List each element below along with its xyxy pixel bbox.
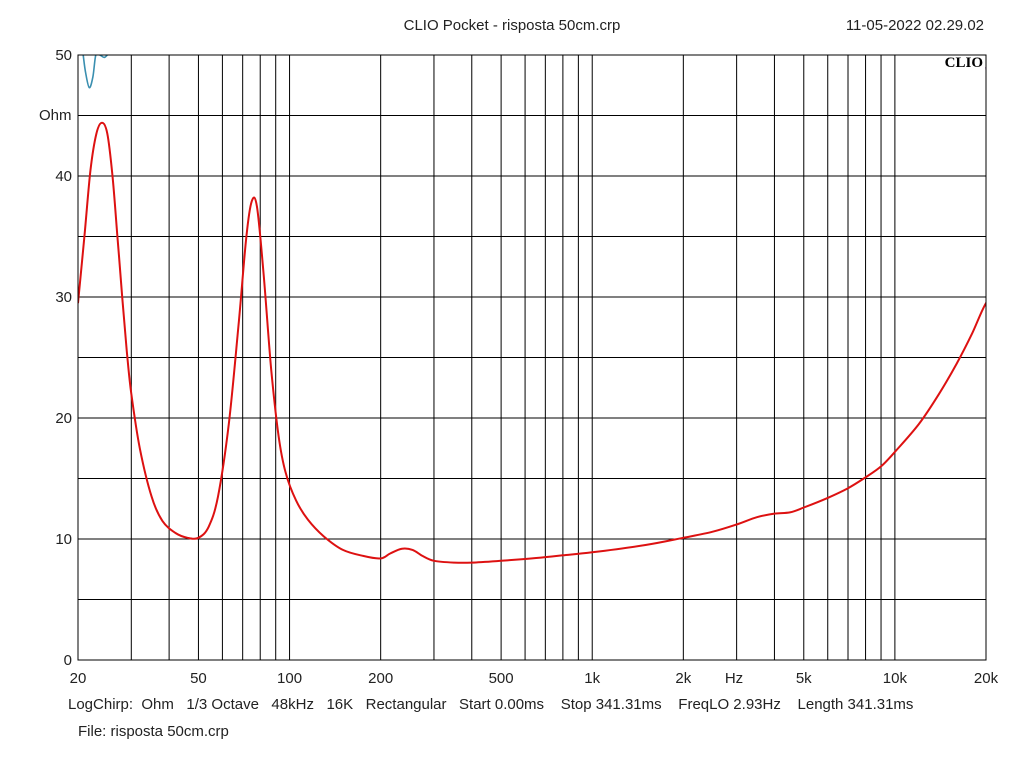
chart-title: CLIO Pocket - risposta 50cm.crp <box>403 17 621 34</box>
x-tick-label: 1k <box>584 670 600 687</box>
phase_right-curve <box>985 67 986 76</box>
x-tick-label: 50 <box>190 670 207 687</box>
x-tick-label: 20 <box>70 670 87 687</box>
y-tick-label: 50 <box>55 47 72 64</box>
x-tick-label: 500 <box>489 670 514 687</box>
measurement-settings: LogChirp: Ohm 1/3 Octave 48kHz 16K Recta… <box>68 696 914 713</box>
chart-timestamp: 11-05-2022 02.29.02 <box>845 17 984 34</box>
phase_left-curve <box>82 55 108 89</box>
y-tick-label: 0 <box>64 652 72 669</box>
y-unit-label: Ohm <box>39 107 72 124</box>
plot-grid <box>77 54 987 661</box>
y-axis-ticks: 0 10 20 30 40 50 <box>55 47 72 669</box>
x-tick-label: 2k <box>675 670 691 687</box>
file-name: File: risposta 50cm.crp <box>78 723 229 740</box>
y-tick-label: 30 <box>55 289 72 306</box>
impedance-curve <box>78 121 986 564</box>
x-tick-label: 100 <box>277 670 302 687</box>
plot-frame <box>77 54 987 661</box>
x-axis-ticks: 20 50 100 200 500 1k 2k 5k 10k 20k <box>70 670 999 687</box>
x-tick-label: 10k <box>883 670 908 687</box>
clio-brand-mark: CLIO <box>945 55 983 71</box>
y-tick-label: 20 <box>55 410 72 427</box>
y-tick-label: 10 <box>55 531 72 548</box>
x-unit-label: Hz <box>725 670 743 687</box>
x-tick-label: 20k <box>974 670 999 687</box>
plot-series <box>78 55 986 564</box>
x-tick-label: 200 <box>368 670 393 687</box>
x-tick-label: 5k <box>796 670 812 687</box>
y-tick-label: 40 <box>55 168 72 185</box>
